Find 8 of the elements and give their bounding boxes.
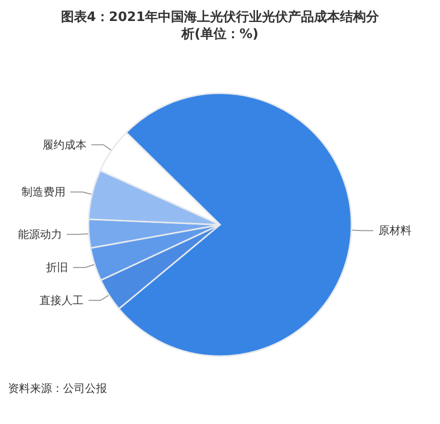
slice-label: 原材料 [378, 224, 412, 238]
text: 资料来源：公司公报 [8, 382, 107, 395]
slice-label: 能源动力 [18, 228, 62, 241]
slice-label: 履约成本 [42, 138, 86, 152]
chart-title: 图表4：2021年中国海上光伏行业光伏产品成本结构分析(单位：%) [60, 9, 380, 42]
slice-label: 折旧 [46, 260, 68, 274]
slice-label: 直接人工 [40, 294, 84, 307]
slice-label: 制造费用 [21, 186, 66, 199]
